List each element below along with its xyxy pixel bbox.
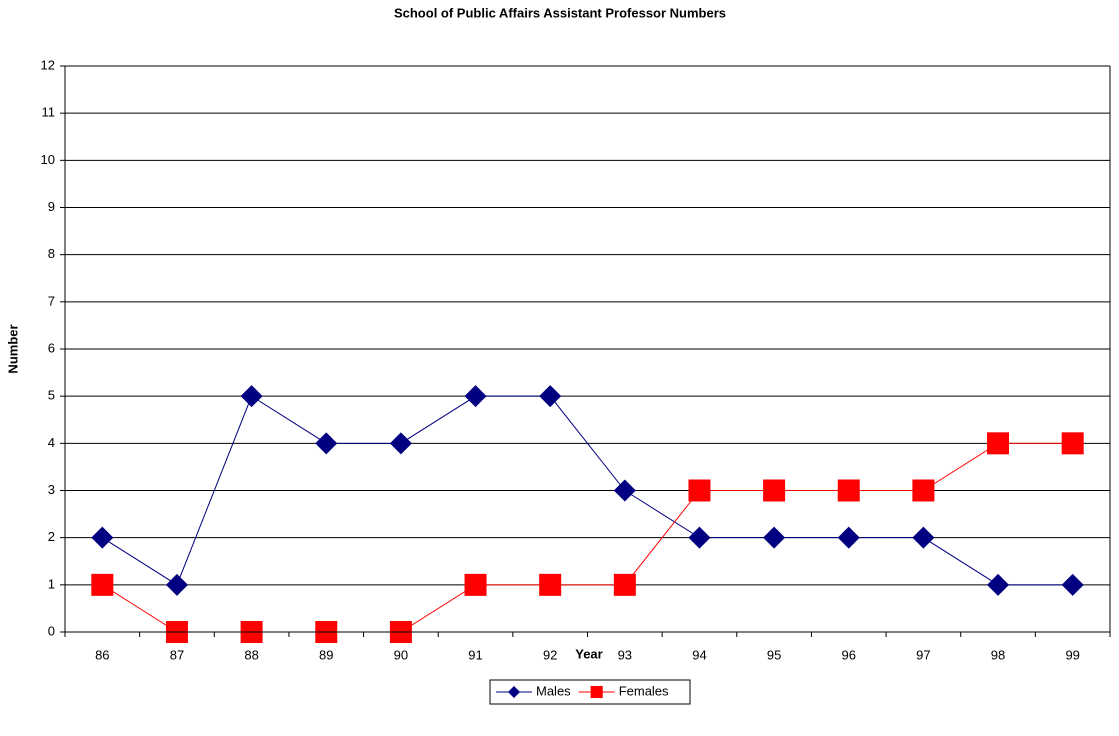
data-point: [464, 385, 487, 408]
data-point: [539, 385, 562, 408]
x-tick-label: 88: [244, 647, 258, 662]
y-tick-label: 9: [48, 199, 55, 214]
y-tick-label: 1: [48, 576, 55, 591]
data-point: [837, 479, 860, 502]
x-tick-label: 92: [543, 647, 557, 662]
legend-label: Males: [536, 683, 571, 698]
data-point: [613, 573, 636, 596]
data-point: [837, 526, 860, 549]
y-axis-title: Number: [5, 324, 20, 373]
legend-label: Females: [619, 683, 669, 698]
data-point: [464, 573, 487, 596]
data-point: [688, 479, 711, 502]
y-tick-label: 5: [48, 388, 55, 403]
x-tick-label: 90: [394, 647, 408, 662]
x-tick-label: 86: [95, 647, 109, 662]
x-tick-label: 95: [767, 647, 781, 662]
y-tick-label: 12: [41, 57, 55, 72]
y-tick-label: 0: [48, 623, 55, 638]
series-line: [102, 395, 1073, 586]
x-tick-label: 98: [991, 647, 1005, 662]
data-point: [763, 479, 786, 502]
x-tick-label: 96: [842, 647, 856, 662]
y-tick-label: 11: [42, 105, 56, 120]
data-point: [763, 526, 786, 549]
data-point: [315, 432, 338, 455]
x-tick-label: 99: [1065, 647, 1079, 662]
x-tick-label: 87: [170, 647, 184, 662]
y-tick-label: 10: [41, 152, 55, 167]
x-tick-label: 97: [916, 647, 930, 662]
data-point: [987, 432, 1010, 455]
y-tick-label: 6: [48, 340, 55, 355]
data-point: [165, 573, 188, 596]
chart-title: School of Public Affairs Assistant Profe…: [394, 5, 726, 20]
y-tick-label: 3: [48, 482, 55, 497]
data-point: [539, 573, 562, 596]
data-point: [912, 479, 935, 502]
y-tick-label: 2: [48, 529, 55, 544]
data-point: [389, 432, 412, 455]
data-point: [1061, 573, 1084, 596]
data-point: [688, 526, 711, 549]
x-tick-label: 91: [468, 647, 482, 662]
x-axis-title: Year: [575, 646, 602, 661]
y-tick-label: 7: [48, 293, 55, 308]
legend-marker: [590, 685, 603, 699]
data-point: [1061, 432, 1084, 455]
x-tick-label: 94: [692, 647, 706, 662]
data-point: [987, 573, 1010, 596]
data-point: [613, 479, 636, 502]
data-point: [91, 526, 114, 549]
legend-marker: [507, 685, 521, 699]
y-tick-label: 8: [48, 246, 55, 261]
x-tick-label: 89: [319, 647, 333, 662]
x-tick-label: 93: [618, 647, 632, 662]
data-point: [240, 385, 263, 408]
data-point: [912, 526, 935, 549]
data-point: [91, 573, 114, 596]
y-tick-label: 4: [48, 435, 55, 450]
